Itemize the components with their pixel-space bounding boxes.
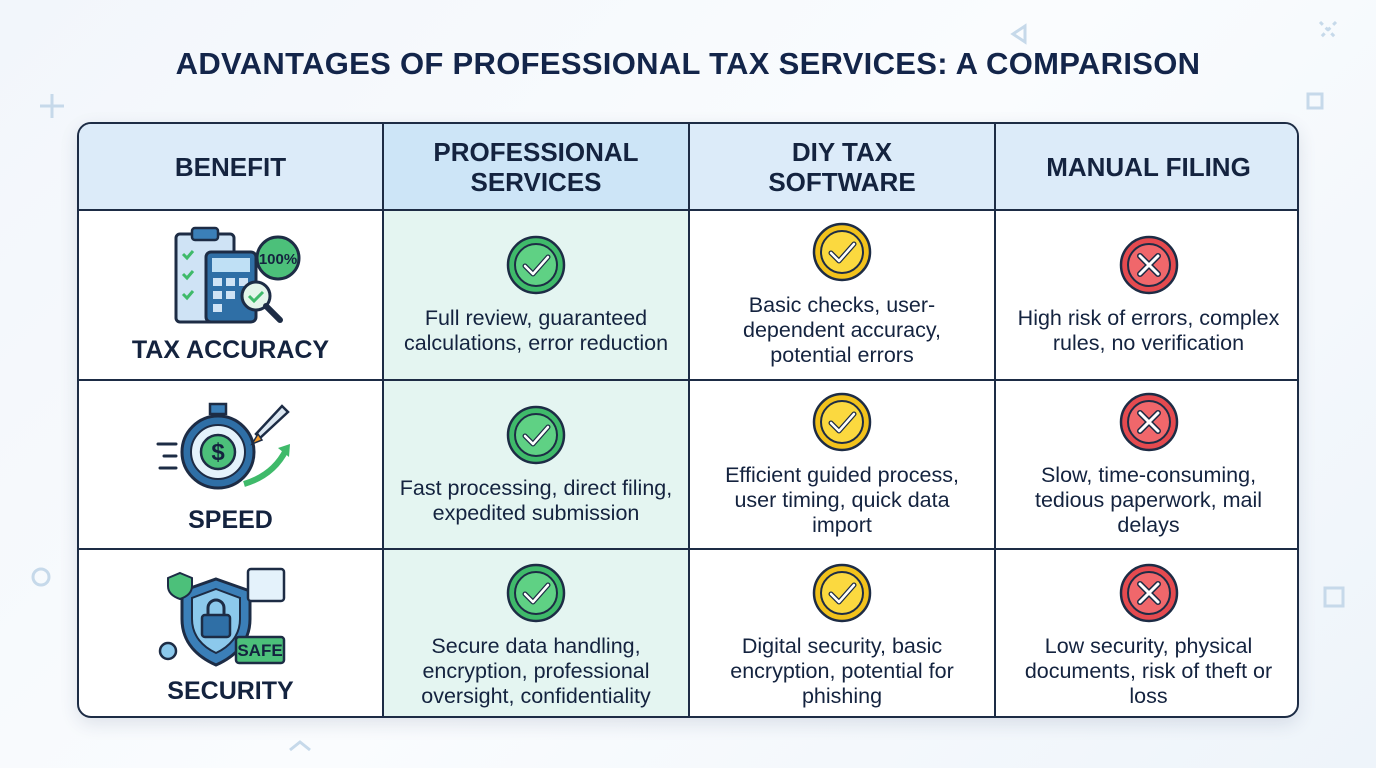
header-cell: MANUAL FILING [996,124,1297,211]
value-cell: Digital security, basic encryption, pote… [690,550,996,716]
header-text: DIY TAX SOFTWARE [768,136,916,197]
cell-text: High risk of errors, complex rules, no v… [1017,305,1280,355]
check-icon [812,392,872,452]
cross-icon [1119,392,1178,452]
benefit-cell: SAFE SECURITY [79,550,384,716]
icon-text: $ [211,439,225,466]
benefit-label: SPEED [188,506,273,535]
cell-text: Efficient guided process, user timing, q… [725,463,959,538]
value-cell: Efficient guided process, user timing, q… [690,380,996,551]
check-icon [812,223,872,282]
value-cell: Full review, guaranteed calculations, er… [384,211,690,381]
check-icon [812,563,872,622]
value-cell: High risk of errors, complex rules, no v… [996,211,1297,381]
comparison-table: BENEFIT PROFESSIONAL SERVICES DIY TAX SOFT… [77,122,1299,718]
cell-text: Fast processing, direct filing, expedite… [399,475,673,525]
value-cell: Low security, physical documents, risk o… [996,550,1297,716]
cell-text: Digital security, basic encryption, pote… [730,633,954,708]
icon-text: SAFE [237,641,282,660]
cross-icon [1119,235,1178,295]
benefit-cell: $ SPEED [79,380,384,551]
header-text: BENEFIT [174,151,287,182]
icon-text: 100% [258,251,296,268]
cell-text: Secure data handling, encryption, profes… [421,633,651,708]
benefit-label: SECURITY [167,676,294,705]
value-cell: Basic checks, user-dependent accuracy, p… [690,211,996,381]
value-cell: Fast processing, direct filing, expedite… [384,380,690,551]
cell-text: Slow, time-consuming, tedious paperwork,… [1034,463,1263,538]
benefit-icon: 100% [174,227,300,324]
header-text: PROFESSIONAL SERVICES [433,136,639,197]
cell-text: Low security, physical documents, risk o… [1024,633,1273,708]
benefit-cell: 100% TAX ACCURACY [79,211,384,381]
benefit-label: TAX ACCURACY [131,336,330,365]
cross-icon [1119,563,1178,622]
value-cell: Slow, time-consuming, tedious paperwork,… [996,381,1297,551]
value-cell: Secure data handling, encryption, profes… [384,550,690,716]
header-cell: BENEFIT [79,124,384,211]
header-cell: DIY TAX SOFTWARE [690,124,996,211]
check-icon [506,405,566,464]
check-icon [506,235,566,295]
title: ADVANTAGES OF PROFESSIONAL TAX SERVICES:… [175,46,1201,81]
benefit-icon: SAFE [158,567,285,667]
benefit-icon: $ [156,402,290,490]
check-icon [506,563,566,622]
cell-text: Full review, guaranteed calculations, er… [403,305,669,355]
header-text: MANUAL FILING [1046,151,1251,182]
header-cell: PROFESSIONAL SERVICES [384,124,690,211]
cell-text: Basic checks, user-dependent accuracy, p… [742,293,941,368]
